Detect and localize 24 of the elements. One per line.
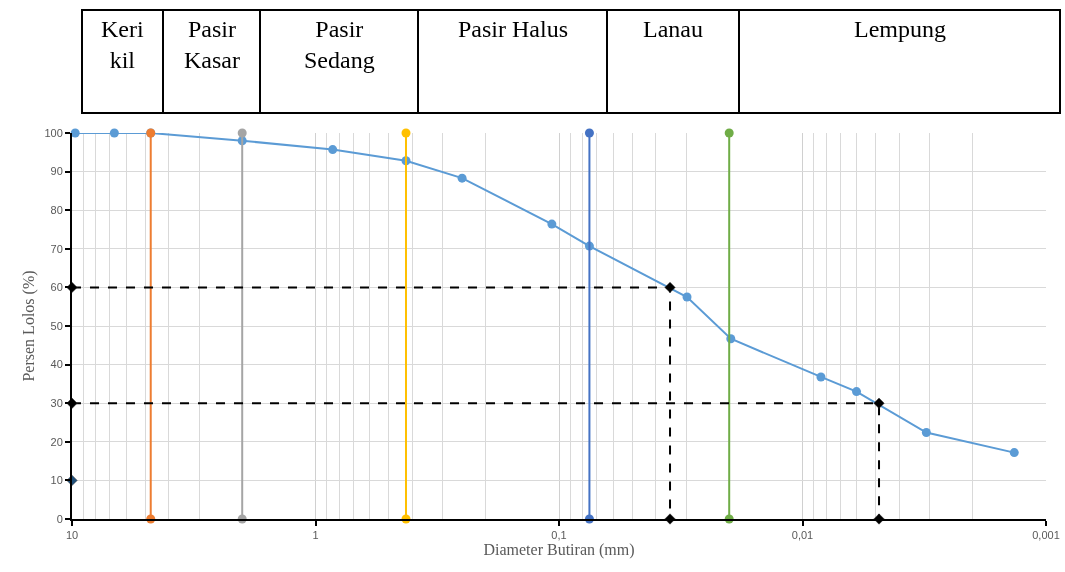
y-tick-label: 60 — [50, 281, 63, 294]
x-tick-label: 1 — [312, 529, 319, 542]
y-tick-label: 30 — [50, 397, 63, 410]
y-tick-label: 10 — [50, 474, 63, 487]
text: Lempung — [854, 16, 946, 42]
y-axis-title: Persen Lolos (%) — [19, 270, 38, 382]
y-tick-label: 70 — [50, 242, 63, 255]
y-tick-label: 50 — [50, 319, 63, 332]
y-tick-label: 90 — [50, 165, 63, 178]
text: Lanau — [643, 16, 703, 42]
x-tick-label: 0,01 — [791, 529, 814, 542]
y-tick-label: 100 — [44, 126, 63, 139]
x-tick-label: 0,1 — [551, 529, 567, 542]
text: Keri kil — [101, 16, 144, 74]
text: Pasir Sedang — [304, 16, 375, 74]
x-tick-label: 0,001 — [1032, 529, 1060, 542]
y-tick-label: 80 — [50, 204, 63, 217]
x-tick-label: 10 — [65, 529, 79, 542]
y-tick-label: 0 — [56, 512, 63, 525]
text: Pasir Halus — [458, 16, 568, 42]
text: Pasir Kasar — [184, 16, 240, 74]
x-axis-title: Diameter Butiran (mm) — [483, 541, 635, 560]
y-tick-label: 40 — [50, 358, 63, 371]
y-tick-label: 20 — [50, 435, 63, 448]
